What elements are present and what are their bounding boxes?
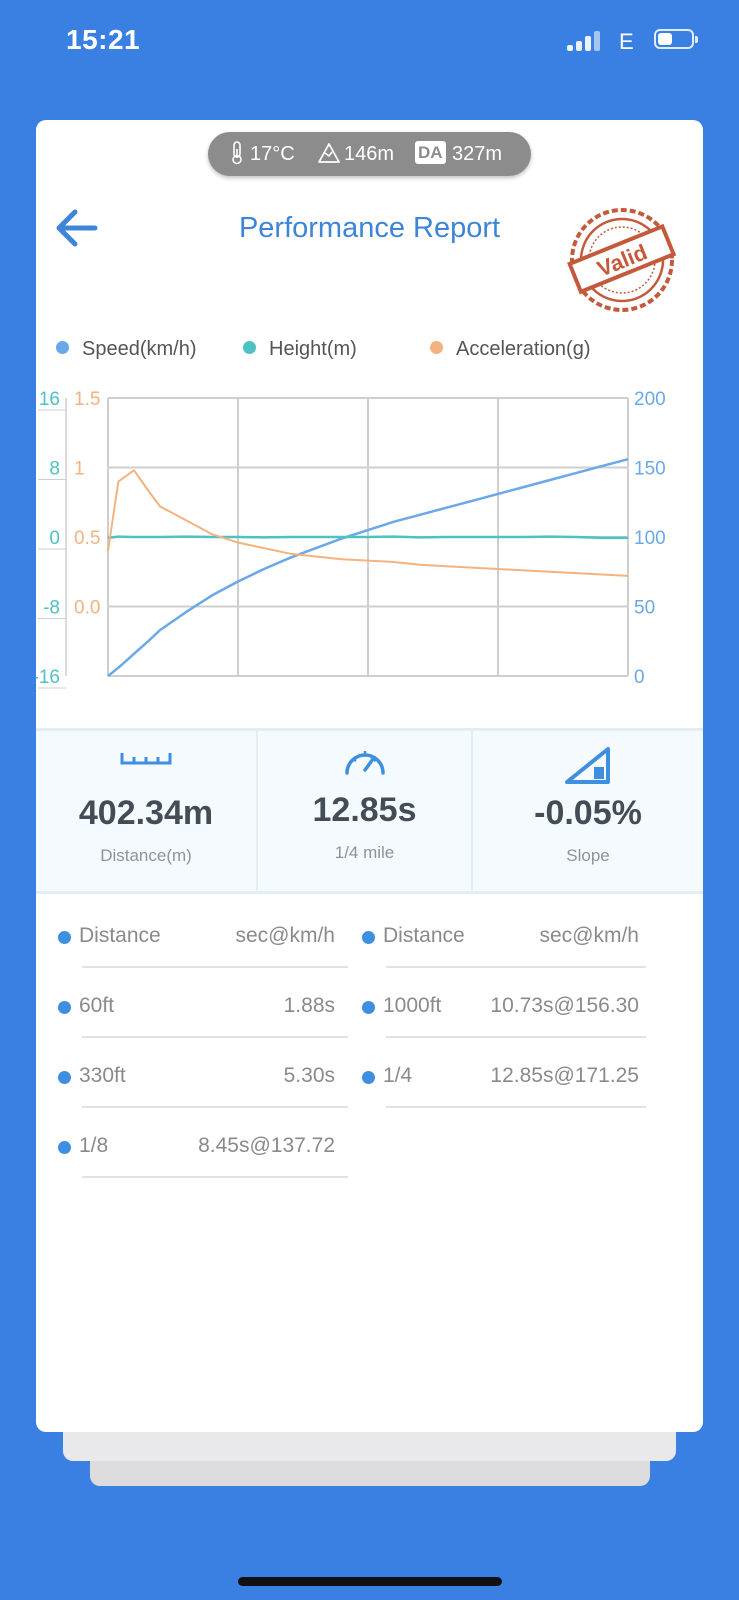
stat-slope-value: -0.05% [534, 794, 642, 832]
row-divider [82, 966, 348, 968]
split-value: 8.45s@137.72 [198, 1134, 335, 1157]
splits-header-right: Distance sec@km/h [362, 920, 639, 990]
legend-dot-height [243, 341, 256, 355]
bullet-icon [362, 931, 375, 944]
row-divider [82, 1106, 348, 1108]
legend-label-height: Height(m) [269, 338, 357, 360]
mountain-icon [318, 143, 340, 163]
stat-distance: 402.34m Distance(m) [36, 731, 256, 891]
speed-axis-tick: 200 [634, 389, 666, 410]
row-divider [386, 1106, 646, 1108]
stat-distance-value: 402.34m [78, 794, 214, 832]
split-row-1000ft: 1000ft 10.73s@156.30 [362, 990, 639, 1060]
thermometer-icon [232, 141, 242, 165]
bullet-icon [58, 1071, 71, 1084]
split-label: 1000ft [383, 994, 442, 1017]
speed-axis-tick: 50 [634, 598, 655, 619]
split-value: 1.88s [283, 994, 335, 1017]
stat-divider [256, 731, 258, 891]
valid-stamp: Valid [567, 208, 677, 312]
split-label: 1/4 [383, 1064, 413, 1087]
split-value: 12.85s@171.25 [490, 1064, 639, 1087]
battery-icon [654, 29, 698, 49]
speed-axis-tick: 0 [634, 667, 645, 688]
status-time: 15:21 [66, 24, 141, 55]
density-altitude-badge: DA [415, 141, 446, 164]
height-axis-tick: -8 [43, 598, 60, 619]
split-header-value: sec@km/h [539, 924, 639, 947]
acceleration-series-line [107, 469, 629, 577]
ruler-icon [120, 753, 172, 765]
split-label: 1/8 [79, 1134, 109, 1157]
speed-axis-tick: 100 [634, 528, 666, 549]
bullet-icon [58, 1141, 71, 1154]
performance-chart[interactable]: 16 8 0 -8 -16 1.5 1 0.5 0.0 200 150 100 50 0 [36, 378, 703, 698]
row-divider [82, 1176, 348, 1178]
speed-series-line [107, 457, 629, 677]
bullet-icon [362, 1071, 375, 1084]
legend-height[interactable]: Height(m) [243, 338, 357, 361]
report-card: 17°C 146m DA 327m Performance Report Val… [36, 120, 703, 1432]
bullet-icon [58, 931, 71, 944]
split-row-quarter-mile: 1/4 12.85s@171.25 [362, 1060, 639, 1130]
splits-table: Distance sec@km/h 60ft 1.88s 330ft 5.30s… [36, 910, 703, 1230]
split-header-label: Distance [79, 924, 161, 947]
signal-strength-icon [567, 31, 603, 51]
row-divider [386, 1036, 646, 1038]
bullet-icon [58, 1001, 71, 1014]
split-value: 5.30s [283, 1064, 335, 1087]
height-axis-tick: 16 [39, 389, 60, 410]
back-button[interactable] [53, 206, 103, 250]
stat-quarter-mile-label: 1/4 mile [334, 843, 395, 862]
height-axis-tick: -16 [36, 667, 60, 688]
row-divider [82, 1036, 348, 1038]
legend-dot-speed [56, 341, 69, 355]
acceleration-axis-tick: 1 [74, 459, 85, 480]
stat-distance-label: Distance(m) [100, 846, 192, 865]
splits-header-left: Distance sec@km/h [58, 920, 335, 990]
stat-quarter-mile-value: 12.85s [312, 791, 417, 829]
height-series-line [107, 535, 628, 540]
acceleration-axis-tick: 0.5 [74, 528, 100, 549]
legend-label-speed: Speed(km/h) [82, 338, 197, 360]
split-row-330ft: 330ft 5.30s [58, 1060, 335, 1130]
split-row-eighth-mile: 1/8 8.45s@137.72 [58, 1130, 335, 1200]
speed-axis-tick: 150 [634, 459, 666, 480]
legend-acceleration[interactable]: Acceleration(g) [430, 338, 591, 361]
altitude-value: 146m [344, 143, 395, 165]
environment-pill: 17°C 146m DA 327m [208, 132, 531, 176]
split-header-value: sec@km/h [235, 924, 335, 947]
acceleration-axis-tick: 0.0 [74, 598, 100, 619]
slope-icon [565, 747, 610, 784]
back-arrow-icon [56, 209, 98, 247]
chart-legend: Speed(km/h) Height(m) Acceleration(g) [56, 338, 696, 368]
split-value: 10.73s@156.30 [490, 994, 639, 1017]
stat-slope-label: Slope [566, 846, 610, 865]
acceleration-axis-tick: 1.5 [74, 389, 100, 410]
status-bar: 15:21 E [0, 0, 739, 90]
height-axis-tick: 8 [49, 459, 60, 480]
legend-label-acceleration: Acceleration(g) [456, 338, 591, 360]
legend-dot-acceleration [430, 341, 443, 355]
bullet-icon [362, 1001, 375, 1014]
split-header-label: Distance [383, 924, 465, 947]
density-altitude-value: 327m [452, 143, 503, 165]
split-label: 330ft [79, 1064, 126, 1087]
stat-slope: -0.05% Slope [473, 731, 703, 891]
speedometer-icon [344, 751, 385, 775]
height-axis-tick: 0 [49, 528, 60, 549]
stat-divider [471, 731, 473, 891]
home-indicator[interactable] [238, 1577, 502, 1586]
temperature-value: 17°C [250, 143, 295, 165]
split-row-60ft: 60ft 1.88s [58, 990, 335, 1060]
stat-quarter-mile: 12.85s 1/4 mile [258, 731, 471, 891]
legend-speed[interactable]: Speed(km/h) [56, 338, 197, 361]
network-type: E [619, 29, 634, 54]
row-divider [386, 966, 646, 968]
split-label: 60ft [79, 994, 115, 1017]
summary-stats: 402.34m Distance(m) 12.85s 1/4 mile -0.0… [36, 728, 703, 894]
